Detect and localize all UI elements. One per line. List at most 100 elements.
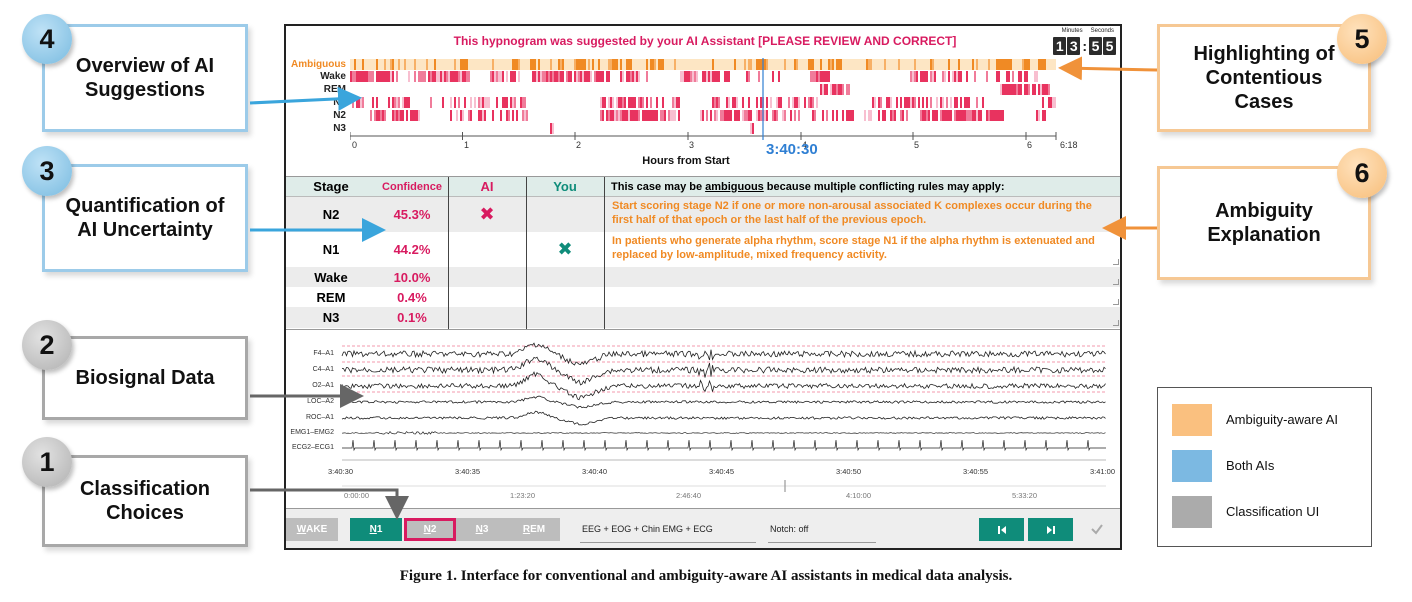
legend-label: Classification UI <box>1226 504 1320 519</box>
next-epoch-button[interactable] <box>1028 518 1073 541</box>
legend-swatch <box>1172 450 1212 482</box>
biosignal-traces[interactable] <box>286 330 1122 508</box>
hypnogram-epoch <box>360 97 362 108</box>
hypnogram-epoch <box>662 97 664 108</box>
hypnogram-epoch <box>976 110 978 121</box>
hypnogram-epoch <box>490 71 492 82</box>
ambiguous-mark <box>1044 59 1046 70</box>
hypnogram-epoch <box>622 110 624 121</box>
hypnogram-epoch <box>812 110 814 121</box>
ambiguous-mark <box>580 59 586 70</box>
you-choice-cell[interactable] <box>526 197 604 232</box>
hypnogram-title: This hypnogram was suggested by your AI … <box>453 34 957 48</box>
hypnogram-epoch <box>560 71 562 82</box>
hypnogram-epoch <box>890 110 892 121</box>
callout-explanation: Ambiguity Explanation <box>1157 166 1371 280</box>
prev-epoch-button[interactable] <box>979 518 1024 541</box>
hypnogram-epoch <box>388 97 390 108</box>
hyp-label-n3: N3 <box>333 123 346 134</box>
hypnogram-epoch <box>954 71 956 82</box>
hypnogram-epoch <box>1052 97 1054 108</box>
ambiguous-band <box>350 59 1056 70</box>
hypnogram-epoch <box>606 110 608 121</box>
hypnogram-epoch <box>894 110 896 121</box>
hypnogram-epoch <box>578 71 580 82</box>
hypnogram-epoch <box>480 110 482 121</box>
hypnogram-epoch <box>742 110 744 121</box>
hypnogram-epoch <box>1044 110 1046 121</box>
eeg-trace <box>341 356 1106 386</box>
timer-digit: 3 <box>1067 37 1081 55</box>
hypnogram-epoch <box>504 97 506 108</box>
hypnogram-epoch <box>462 110 464 121</box>
hypnogram-epoch <box>978 110 980 121</box>
hypnogram-epoch <box>454 71 456 82</box>
hypnogram-epoch <box>632 110 634 121</box>
hypnogram-epoch <box>356 97 358 108</box>
hypnogram-epoch <box>498 71 500 82</box>
hypnogram-epoch <box>644 110 646 121</box>
montage-select[interactable]: EEG + EOG + Chin EMG + ECG <box>582 524 713 534</box>
hypnogram-epoch <box>930 97 932 108</box>
hypnogram-epoch <box>736 110 738 121</box>
hypnogram-epoch <box>998 71 1000 82</box>
channel-label: EMG1–EMG2 <box>290 429 334 436</box>
hypnogram-epoch <box>410 110 412 121</box>
hypnogram-epoch <box>944 110 946 121</box>
hypnogram-epoch <box>618 97 620 108</box>
hypnogram-epoch <box>918 97 920 108</box>
hypnogram-epoch <box>482 110 484 121</box>
hypnogram-epoch <box>1018 71 1020 82</box>
hypnogram-epoch <box>430 71 432 82</box>
hypnogram-epoch <box>832 84 834 95</box>
hypnogram-epoch <box>728 71 730 82</box>
hypnogram-epoch <box>718 71 720 82</box>
hypnogram-epoch <box>832 110 834 121</box>
you-choice-cell[interactable] <box>526 287 604 307</box>
hypnogram-epoch <box>624 110 626 121</box>
hypnogram-epoch <box>716 71 718 82</box>
hypnogram-epoch <box>546 71 548 82</box>
you-choice-cell[interactable] <box>526 267 604 287</box>
confirm-button[interactable] <box>1090 522 1110 538</box>
hypnogram-epoch <box>634 97 636 108</box>
ambiguous-mark <box>796 59 798 70</box>
ambiguous-mark <box>454 59 456 70</box>
hypnogram-epoch <box>748 71 750 82</box>
hypnogram-epoch <box>360 71 362 82</box>
hypnogram-epoch <box>1006 71 1008 82</box>
hypnogram-epoch <box>486 97 488 108</box>
ambiguous-mark <box>712 59 714 70</box>
ambiguous-mark <box>998 59 1004 70</box>
hypnogram-epoch <box>390 71 392 82</box>
you-choice-icon[interactable]: ✖ <box>557 239 573 259</box>
ambiguous-mark <box>462 59 468 70</box>
ambiguous-mark <box>866 59 868 70</box>
explanation-header: This case may be ambiguous because multi… <box>604 177 1120 197</box>
hypnogram-epoch <box>764 110 766 121</box>
you-choice-cell[interactable] <box>526 307 604 328</box>
hypnogram-epoch <box>914 97 916 108</box>
ambiguous-mark <box>766 59 768 70</box>
hypnogram-epoch <box>478 110 480 121</box>
biosignal-panel[interactable]: F4–A1 C4–A1 O2–A1 LOC–A2 ROC–A1 EMG1–EMG… <box>286 329 1122 508</box>
wake-button[interactable]: W AKE <box>286 518 338 541</box>
hypnogram-epoch <box>994 110 996 121</box>
rem-button[interactable]: R EM <box>508 518 560 541</box>
hypnogram-epoch <box>912 97 914 108</box>
hypnogram-epoch <box>374 110 376 121</box>
hypnogram-epoch <box>922 110 924 121</box>
notch-select[interactable]: Notch: off <box>770 524 809 534</box>
ambiguous-mark <box>588 59 590 70</box>
callout-contentious: Highlighting of Contentious Cases <box>1157 24 1371 132</box>
table-row-confidence: 0.1% <box>376 307 448 328</box>
hypnogram-epoch <box>366 71 368 82</box>
hypnogram-epoch <box>912 71 914 82</box>
hypnogram-epoch <box>776 97 778 108</box>
hypnogram-chart[interactable] <box>350 58 1060 140</box>
table-row-stage: N1 <box>322 242 340 257</box>
